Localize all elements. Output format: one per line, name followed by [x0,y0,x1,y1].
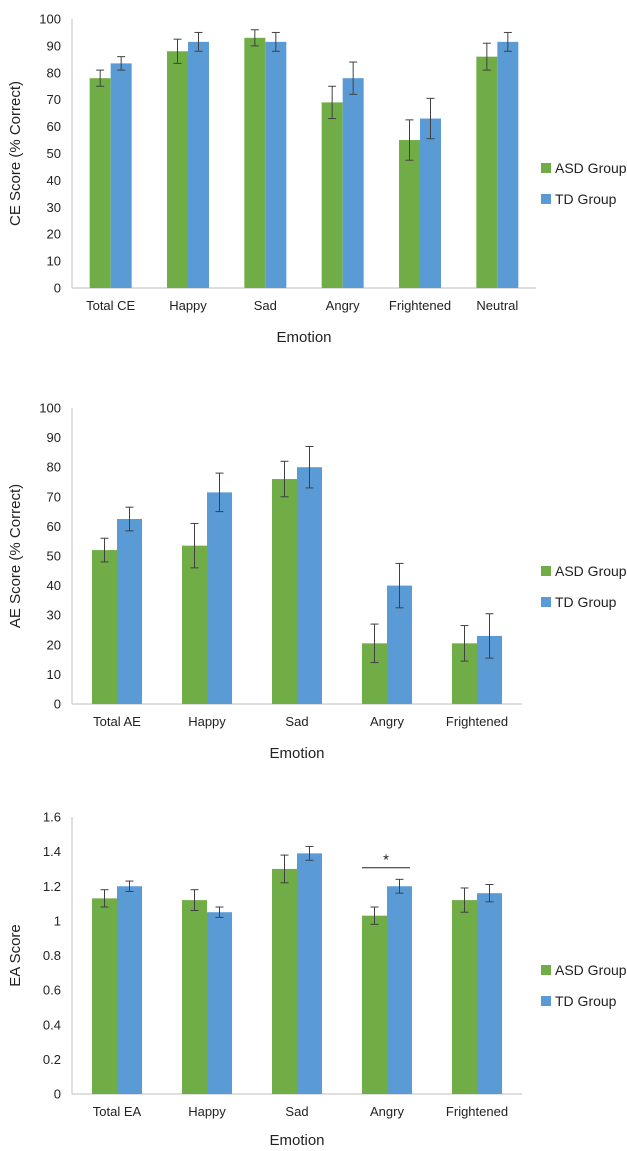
bar-asd [182,900,207,1094]
bar-asd [399,140,420,288]
x-tick-label: Sad [285,714,308,729]
x-tick-label: Angry [326,298,360,313]
y-tick-label: 0.6 [43,983,61,998]
x-tick-label: Frightened [446,714,508,729]
legend-label-asd: ASD Group [555,962,627,978]
y-tick-label: 80 [47,65,61,80]
y-tick-label: 30 [47,608,61,623]
bar-td [110,63,132,289]
bar-asd [452,900,477,1094]
y-tick-label: 100 [39,12,61,27]
x-axis-title: Emotion [269,745,324,762]
bar-asd [272,868,297,1094]
chart-ae: 0 10 20 30 40 50 60 70 80 90 100 Total AE Happy Sad An… [7,401,627,763]
x-tick-label: Sad [254,298,277,313]
x-tick-label: Happy [188,714,226,729]
y-tick-label: 40 [47,173,61,188]
y-tick-label: 0 [54,1087,61,1102]
bar-td [265,41,287,288]
y-tick-label: 80 [47,460,61,475]
bar-td [420,118,441,288]
bar-td [207,492,232,704]
legend-label-td: TD Group [555,191,617,207]
y-tick-label: 10 [47,667,61,682]
legend-label-td: TD Group [555,993,617,1009]
y-tick-label: 50 [47,146,61,161]
bar-td [297,853,322,1094]
chart-ea: 0 0.2 0.4 0.6 0.8 1 1.2 1.4 1.6 Total EA Happy Sad A… [7,810,627,1150]
y-tick-label: 0 [54,697,61,712]
bar-asd [92,550,117,704]
x-tick-label: Total CE [86,298,135,313]
chart-ce: 0 10 20 30 40 50 60 70 80 90 100 Total CE Happy Sad An… [7,12,627,347]
y-tick-label: 0.4 [43,1017,61,1032]
bar-asd [272,479,297,704]
x-tick-label: Angry [370,1104,404,1119]
bar-asd [244,37,266,288]
y-tick-label: 1.2 [43,879,61,894]
y-tick-label: 30 [47,200,61,215]
legend-swatch-td [541,996,551,1006]
y-tick-label: 40 [47,578,61,593]
y-tick-label: 10 [47,254,61,269]
y-tick-label: 20 [47,637,61,652]
y-tick-label: 0.2 [43,1052,61,1067]
x-tick-label: Frightened [446,1104,508,1119]
x-axis-title: Emotion [269,1132,324,1149]
legend-swatch-asd [541,965,551,975]
bar-asd [92,898,117,1094]
bar-td [297,467,322,704]
y-tick-label: 70 [47,489,61,504]
bar-asd [362,915,387,1094]
bar-td [188,41,209,288]
y-tick-label: 1 [54,913,61,928]
y-axis-title: CE Score (% Correct) [7,81,24,226]
y-tick-label: 90 [47,38,61,53]
x-tick-label: Angry [370,714,404,729]
legend-label-asd: ASD Group [555,563,627,579]
bar-td [117,886,142,1094]
bar-td [342,78,364,289]
bar-asd [182,545,207,704]
legend-swatch-td [541,194,551,204]
x-tick-label: Sad [285,1104,308,1119]
legend-label-asd: ASD Group [555,160,627,176]
bar-asd [476,56,498,288]
y-tick-label: 20 [47,227,61,242]
legend-swatch-asd [541,163,551,173]
bar-asd [167,51,188,288]
x-tick-label: Neutral [476,298,518,313]
x-tick-label: Total AE [93,714,141,729]
x-tick-label: Total EA [93,1104,142,1119]
y-tick-label: 60 [47,119,61,134]
y-tick-label: 100 [39,401,61,416]
y-tick-label: 0.8 [43,948,61,963]
legend-swatch-td [541,597,551,607]
bar-asd [321,102,343,288]
y-axis-title: AE Score (% Correct) [7,484,24,628]
y-tick-label: 60 [47,519,61,534]
legend-label-td: TD Group [555,594,617,610]
x-tick-label: Happy [188,1104,226,1119]
y-axis-title: EA Score [7,924,24,987]
bar-td [117,519,142,704]
y-tick-label: 0 [54,281,61,296]
bar-td [497,41,519,288]
x-axis-title: Emotion [276,329,331,346]
bar-td [387,886,412,1094]
legend-swatch-asd [541,566,551,576]
bar-td [207,912,232,1094]
bar-td [477,893,502,1094]
y-tick-label: 70 [47,92,61,107]
bar-asd [89,78,111,289]
y-tick-label: 50 [47,549,61,564]
x-tick-label: Happy [169,298,207,313]
y-tick-label: 1.6 [43,810,61,825]
x-tick-label: Frightened [389,298,451,313]
significance-star: * [383,852,389,869]
y-tick-label: 1.4 [43,844,61,859]
y-tick-label: 90 [47,430,61,445]
